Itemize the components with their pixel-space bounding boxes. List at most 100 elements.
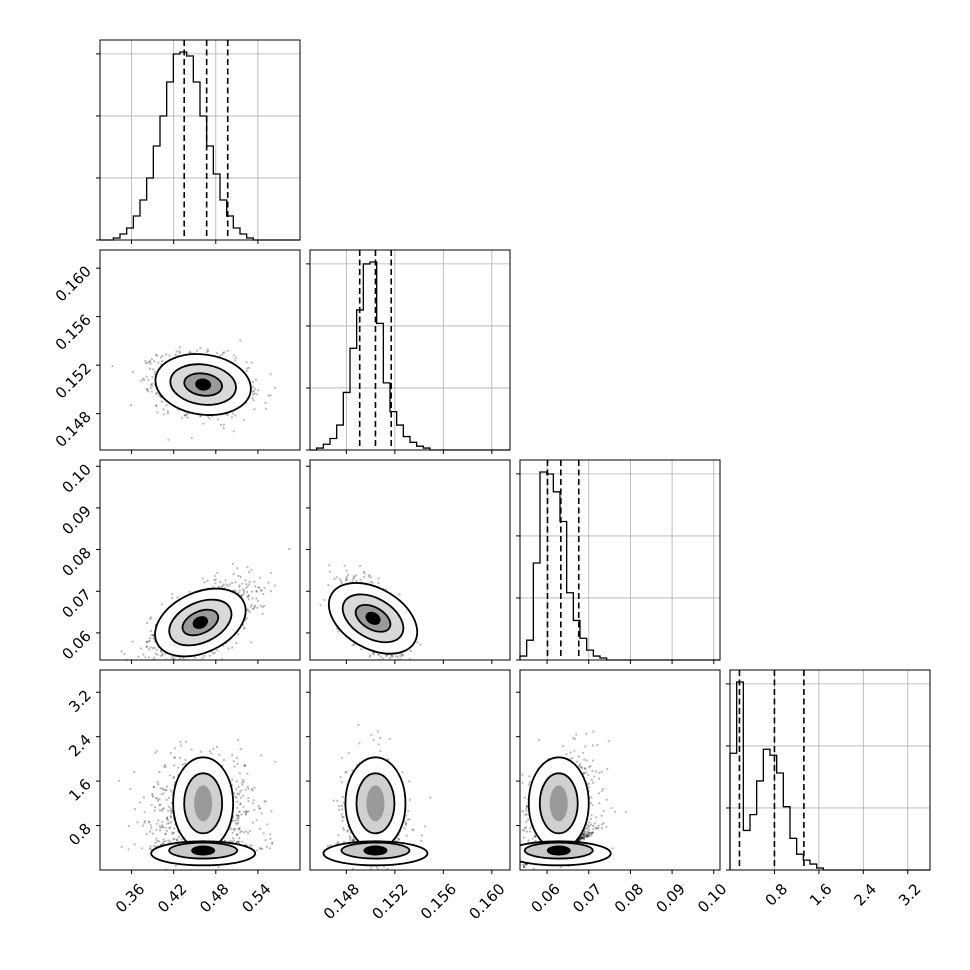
histogram-step <box>729 681 930 871</box>
sample-point <box>345 569 348 572</box>
sample-point <box>144 820 147 823</box>
sample-point <box>245 583 248 586</box>
sample-point <box>149 386 152 389</box>
sample-point <box>216 571 219 575</box>
sample-point <box>401 653 404 656</box>
sample-point <box>235 641 238 645</box>
sample-point <box>257 804 260 808</box>
sample-point <box>186 412 189 416</box>
contour-line <box>183 372 223 397</box>
sample-point <box>152 874 154 876</box>
sample-point <box>165 663 167 665</box>
sample-point <box>208 878 210 880</box>
sample-point <box>149 383 152 386</box>
sample-point <box>372 653 375 656</box>
sample-point <box>230 581 234 585</box>
sample-point <box>202 654 206 658</box>
sample-point <box>352 575 355 578</box>
sample-point <box>156 354 159 357</box>
sample-point <box>166 412 170 415</box>
sample-point <box>174 664 176 666</box>
sample-point <box>245 361 248 364</box>
sample-point <box>174 353 177 356</box>
sample-point <box>269 394 272 397</box>
sample-point <box>218 354 221 357</box>
sample-point <box>369 580 372 583</box>
sample-point <box>120 650 123 653</box>
sample-point <box>237 815 240 818</box>
sample-point <box>401 654 405 657</box>
sample-point <box>153 646 156 650</box>
sample-point <box>244 579 247 582</box>
panel-frame <box>309 459 511 661</box>
sample-point <box>232 827 235 830</box>
sample-point <box>155 392 158 395</box>
sample-point <box>148 360 151 363</box>
sample-point <box>389 657 392 660</box>
sample-point <box>252 390 255 393</box>
sample-point <box>234 356 237 359</box>
sample-point <box>153 370 157 373</box>
sample-point <box>201 577 204 580</box>
sample-point <box>161 654 164 657</box>
sample-point <box>345 578 349 581</box>
sample-point <box>333 577 336 581</box>
hist-panel-0 <box>96 39 301 241</box>
sample-point <box>176 596 179 599</box>
sample-point <box>129 404 133 407</box>
sample-point <box>166 410 169 413</box>
sample-point <box>248 829 252 833</box>
sample-point <box>351 580 354 583</box>
sample-point <box>253 605 256 609</box>
scatter-panel-1-0 <box>99 249 301 451</box>
sample-point <box>236 822 239 826</box>
scatter-panel-3-0 <box>99 669 301 880</box>
sample-point <box>173 827 176 830</box>
histogram-step <box>310 261 510 451</box>
sample-point <box>236 814 239 817</box>
sample-point <box>242 418 245 421</box>
sample-point <box>241 588 244 591</box>
sample-point <box>201 664 203 666</box>
sample-point <box>231 778 234 781</box>
sample-point <box>237 785 240 789</box>
sample-point <box>161 354 164 357</box>
sample-point <box>206 579 209 582</box>
contour-line <box>181 608 220 637</box>
sample-point <box>255 393 258 396</box>
sample-point <box>269 373 272 376</box>
sample-point <box>261 612 264 615</box>
sample-point <box>247 810 250 813</box>
sample-point <box>234 414 237 417</box>
panel-frame <box>729 669 931 871</box>
sample-point <box>137 655 140 658</box>
sample-point <box>153 809 156 812</box>
sample-point <box>168 774 172 777</box>
sample-point <box>228 583 231 586</box>
sample-point <box>241 783 244 786</box>
sample-point <box>151 634 154 637</box>
sample-point <box>183 414 187 417</box>
sample-point <box>231 646 234 649</box>
sample-point <box>146 361 149 364</box>
sample-point <box>369 654 372 657</box>
sample-point <box>147 640 150 643</box>
sample-point <box>232 760 235 763</box>
sample-point <box>352 577 355 581</box>
sample-point <box>151 382 154 385</box>
sample-point <box>167 805 171 808</box>
sample-point <box>141 824 145 827</box>
sample-point <box>253 607 256 610</box>
sample-point <box>246 585 249 588</box>
sample-point <box>396 683 398 685</box>
sample-point <box>125 681 127 683</box>
sample-point <box>169 816 173 819</box>
grid-lines <box>730 670 930 870</box>
sample-point <box>242 831 246 834</box>
hist-panel-2 <box>516 459 721 661</box>
panel-frame <box>99 459 301 661</box>
sample-point <box>249 844 252 847</box>
sample-point <box>246 566 249 569</box>
sample-point <box>267 581 270 584</box>
sample-point <box>240 594 243 597</box>
